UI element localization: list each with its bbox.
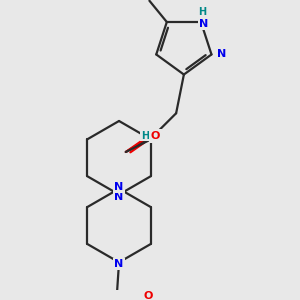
Text: N: N bbox=[217, 50, 226, 59]
Text: H: H bbox=[141, 130, 149, 140]
Text: N: N bbox=[114, 193, 124, 202]
Text: N: N bbox=[114, 259, 124, 269]
Text: N: N bbox=[114, 182, 124, 192]
Text: O: O bbox=[150, 131, 160, 142]
Text: H: H bbox=[198, 7, 206, 17]
Text: N: N bbox=[152, 130, 161, 140]
Text: N: N bbox=[199, 19, 208, 29]
Text: O: O bbox=[143, 291, 153, 300]
